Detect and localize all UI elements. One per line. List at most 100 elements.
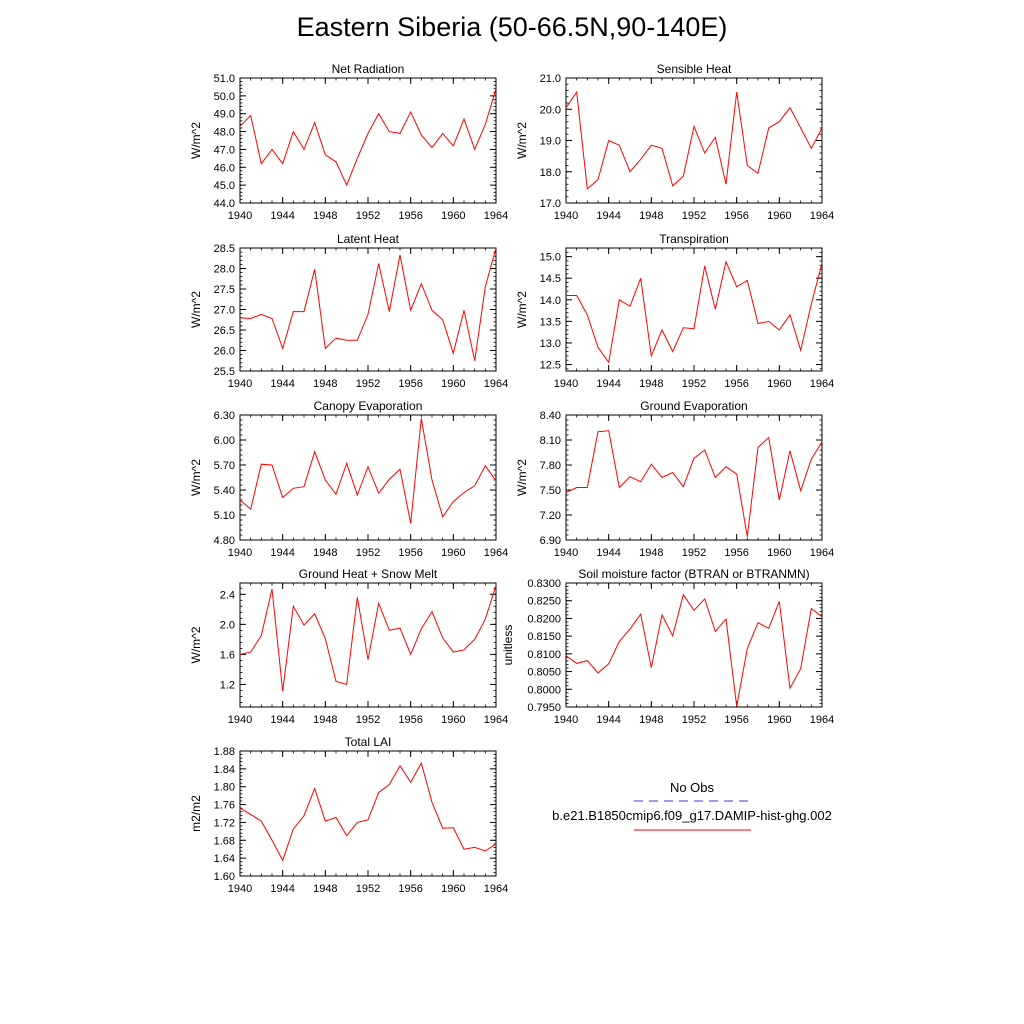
chart-panel: 1940 1944 1948 1952 1956 1960 1964 4.80 5.10 5.40… [189,399,508,559]
panel-title: Soil moisture factor (BTRAN or BTRANMN) [578,567,809,581]
x-tick-label: 1960 [441,883,465,895]
y-axis-label: W/m^2 [515,291,529,328]
y-tick-label: 0.8250 [527,596,561,608]
x-tick-label: 1956 [724,547,748,559]
series-line [565,430,823,537]
x-tick-label: 1956 [398,883,422,895]
plot-frame [239,750,497,877]
y-tick-label: 51.0 [214,73,235,85]
y-tick-label: 0.8050 [527,667,561,679]
plot-frame [565,414,823,541]
y-tick-label: 1.6 [220,649,235,661]
x-tick-label: 1964 [484,547,508,559]
panel-title: Latent Heat [337,232,400,246]
y-tick-label: 4.80 [214,535,235,547]
x-tick-label: 1964 [810,714,834,726]
series-line [566,260,823,364]
panel-title: Transpiration [659,232,729,246]
chart-panel: 1940 1944 1948 1952 1956 1960 1964 6.90 7.20 7.50… [515,399,834,559]
x-tick-label: 1952 [682,547,706,559]
y-tick-label: 27.0 [214,305,235,317]
x-tick-label: 1952 [356,883,380,895]
y-axis-label: W/m^2 [189,459,203,496]
x-tick-label: 1948 [639,378,663,390]
y-tick-label: 46.0 [214,162,235,174]
y-tick-label: 20.0 [540,104,561,116]
y-tick-label: 1.2 [220,679,235,691]
panel-title: Ground Evaporation [640,399,747,413]
chart-panel: 1940 1944 1948 1952 1956 1960 1964 12.5 13.0 13.5… [515,232,834,390]
series-line [565,90,823,190]
x-tick-label: 1960 [767,210,791,222]
y-tick-label: 1.72 [214,817,235,829]
x-tick-label: 1948 [313,883,337,895]
plot-frame [239,77,497,204]
y-tick-label: 8.10 [540,435,561,447]
x-tick-label: 1964 [484,714,508,726]
legend: No Obs b.e21.B1850cmip6.f09_g17.DAMIP-his… [552,780,832,831]
x-tick-label: 1960 [441,714,465,726]
y-tick-label: 28.5 [214,243,235,255]
chart-panel: 1940 1944 1948 1952 1956 1960 1964 44.0 45.0 46.0… [189,62,508,222]
x-tick-label: 1944 [270,714,294,726]
series-line [239,247,497,361]
series-line [565,593,823,707]
plot-frame [239,582,497,708]
x-tick-label: 1956 [398,547,422,559]
x-tick-label: 1944 [270,210,294,222]
plot-frame [565,77,823,204]
y-tick-label: 1.84 [214,764,235,776]
y-tick-label: 27.5 [214,284,235,296]
x-tick-label: 1948 [639,714,663,726]
y-tick-label: 19.0 [540,136,561,148]
x-tick-label: 1952 [356,210,380,222]
x-tick-label: 1948 [639,547,663,559]
y-tick-label: 0.8100 [527,649,561,661]
chart-panel: 1940 1944 1948 1952 1956 1960 1964 25.5 26.0 26.5… [189,232,508,390]
y-tick-label: 7.80 [540,460,561,472]
y-tick-label: 45.0 [214,180,235,192]
y-axis-label: W/m^2 [189,291,203,328]
y-tick-label: 13.5 [540,316,561,328]
plot-frame [565,247,823,372]
y-tick-label: 5.70 [214,460,235,472]
y-axis-label: W/m^2 [189,122,203,159]
y-tick-label: 28.0 [214,264,235,276]
y-tick-label: 26.5 [214,325,235,337]
y-tick-label: 25.5 [214,366,235,378]
x-tick-label: 1952 [356,378,380,390]
x-tick-label: 1956 [724,210,748,222]
x-tick-label: 1940 [228,883,252,895]
y-tick-label: 0.8000 [527,684,561,696]
y-tick-label: 7.50 [540,485,561,497]
y-tick-label: 0.8200 [527,613,561,625]
x-tick-label: 1964 [810,547,834,559]
y-tick-label: 14.0 [540,295,561,307]
y-tick-label: 21.0 [540,73,561,85]
y-tick-label: 0.7950 [527,702,561,714]
x-tick-label: 1944 [596,210,620,222]
plot-frame [239,247,497,372]
chart-panel: 1940 1944 1948 1952 1956 1960 1964 1.2 1.6 2.0 2.4… [189,567,508,726]
legend-label: No Obs [670,780,715,795]
y-tick-label: 2.4 [220,589,235,601]
y-tick-label: 13.0 [540,338,561,350]
panel-title: Total LAI [345,735,392,749]
x-tick-label: 1940 [228,714,252,726]
y-tick-label: 8.40 [540,410,561,422]
x-tick-label: 1944 [270,883,294,895]
x-tick-label: 1948 [313,210,337,222]
y-axis-label: W/m^2 [189,626,203,663]
y-axis-label: W/m^2 [515,459,529,496]
panel-title: Sensible Heat [657,62,732,76]
series-line [239,418,497,524]
x-tick-label: 1952 [356,547,380,559]
x-tick-label: 1960 [441,547,465,559]
y-tick-label: 1.76 [214,800,235,812]
x-tick-label: 1948 [639,210,663,222]
y-axis-label: unitless [501,625,515,666]
x-tick-label: 1960 [767,547,791,559]
x-tick-label: 1948 [313,547,337,559]
y-tick-label: 1.80 [214,782,235,794]
